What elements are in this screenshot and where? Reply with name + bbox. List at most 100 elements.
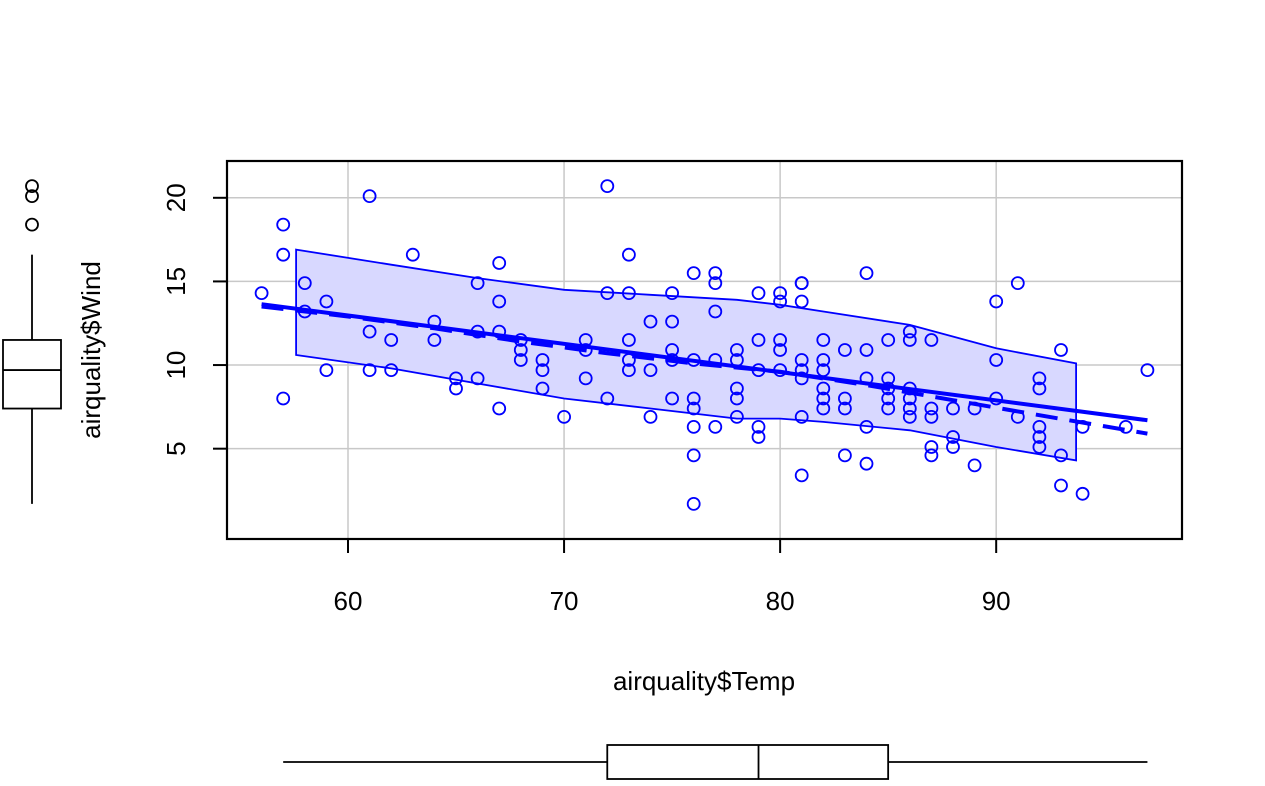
data-point <box>319 363 334 378</box>
data-point <box>1054 478 1068 493</box>
data-point <box>751 430 766 444</box>
data-point <box>816 353 831 367</box>
y-tick-label: 15 <box>161 267 191 296</box>
data-point <box>924 333 939 347</box>
data-point <box>665 353 679 367</box>
data-point <box>751 363 766 378</box>
data-point <box>427 333 442 347</box>
data-point <box>622 363 636 378</box>
data-point <box>881 381 896 396</box>
data-point <box>708 419 723 434</box>
x-axis-title: airquality$Temp <box>613 666 795 696</box>
data-point <box>362 189 377 204</box>
data-point <box>902 324 917 339</box>
x-marginal-boxplot <box>283 744 1148 780</box>
data-point <box>362 363 377 378</box>
plot-frame <box>225 159 1184 541</box>
data-point <box>794 371 809 386</box>
data-point <box>254 286 269 301</box>
data-point <box>405 247 420 262</box>
data-point <box>816 401 831 416</box>
y-boxplot-outlier <box>25 217 39 232</box>
data-point <box>535 381 550 396</box>
data-point <box>686 448 701 463</box>
data-point <box>859 456 874 471</box>
data-point <box>773 286 787 301</box>
data-point <box>297 304 312 319</box>
data-point <box>967 458 982 473</box>
data-point <box>643 314 658 329</box>
x-tick-label: 80 <box>766 586 795 616</box>
data-point <box>816 391 831 406</box>
data-point <box>1032 440 1047 454</box>
data-point <box>276 247 291 262</box>
data-point <box>902 391 917 406</box>
data-point <box>730 353 744 367</box>
data-point <box>622 286 636 301</box>
data-point <box>470 324 485 339</box>
data-point <box>794 409 809 424</box>
data-point <box>838 343 852 357</box>
data-point <box>816 363 831 378</box>
data-point <box>643 363 658 378</box>
data-point <box>881 371 896 386</box>
y-boxplot-outlier <box>25 189 39 204</box>
data-point <box>794 276 809 291</box>
confidence-band-layer <box>295 248 1077 462</box>
data-point <box>1075 486 1090 501</box>
data-point <box>600 286 615 301</box>
data-point <box>449 381 463 396</box>
data-point <box>881 401 896 416</box>
data-point <box>449 371 463 386</box>
data-point <box>1010 276 1025 291</box>
y-marginal-boxplot <box>2 179 62 504</box>
data-point <box>470 276 485 291</box>
data-point <box>470 371 485 386</box>
data-point <box>859 419 874 434</box>
data-point <box>276 217 291 232</box>
data-point <box>276 391 291 406</box>
data-point <box>319 294 334 309</box>
x-tick-label: 60 <box>334 586 363 616</box>
data-point <box>751 419 766 434</box>
data-point <box>730 343 744 357</box>
data-point <box>924 409 939 424</box>
data-point <box>946 401 960 416</box>
data-point <box>881 391 896 406</box>
data-point <box>622 353 636 367</box>
data-point <box>1054 343 1068 357</box>
data-point <box>708 276 723 291</box>
data-point <box>384 363 399 378</box>
points-layer <box>254 179 1155 511</box>
data-point <box>384 333 399 347</box>
data-point <box>600 179 615 194</box>
data-point <box>902 409 917 424</box>
data-point <box>665 391 679 406</box>
data-point <box>622 333 636 347</box>
data-point <box>816 381 831 396</box>
data-point <box>1032 419 1047 434</box>
data-point <box>492 256 507 270</box>
data-point <box>578 333 593 347</box>
data-point <box>708 266 723 281</box>
data-point <box>838 448 852 463</box>
data-point <box>535 363 550 378</box>
data-point <box>924 440 939 454</box>
data-point <box>838 391 852 406</box>
data-point <box>946 440 960 454</box>
data-point <box>1032 371 1047 386</box>
data-point <box>794 294 809 309</box>
data-point <box>838 401 852 416</box>
data-point <box>708 304 723 319</box>
data-point <box>773 343 787 357</box>
data-point <box>643 409 658 424</box>
data-point <box>557 409 571 424</box>
x-boxplot-box <box>606 744 890 780</box>
data-point <box>1032 430 1047 444</box>
data-point <box>1054 448 1068 463</box>
y-axis-title: airquality$Wind <box>76 261 106 439</box>
data-point <box>859 266 874 281</box>
data-point <box>686 419 701 434</box>
data-point <box>989 294 1004 309</box>
